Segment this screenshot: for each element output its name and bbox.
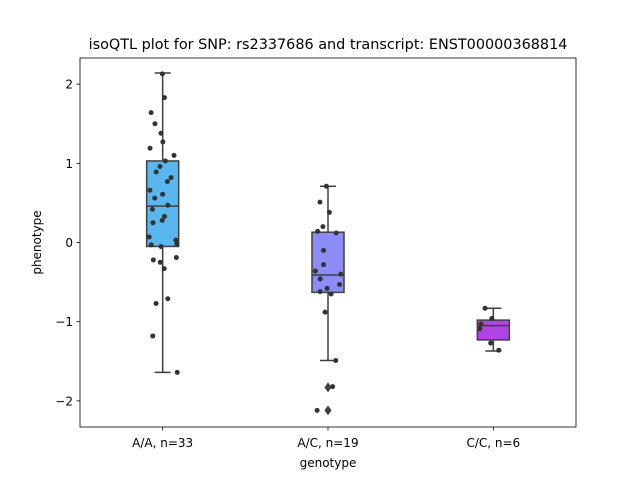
outlier-marker <box>324 405 332 416</box>
data-point <box>161 266 167 272</box>
data-point <box>160 191 166 197</box>
data-point <box>333 230 339 236</box>
data-point <box>317 276 323 282</box>
data-point <box>157 163 163 169</box>
data-point <box>162 158 168 164</box>
data-point <box>161 213 167 219</box>
y-axis: −2 −1 0 1 2 <box>55 78 80 408</box>
data-point <box>152 195 158 201</box>
data-point <box>158 243 164 249</box>
data-point <box>333 357 339 363</box>
box-group-2 <box>311 185 345 416</box>
y-tick-label: 1 <box>65 157 73 171</box>
data-point <box>148 110 154 116</box>
data-point <box>147 187 153 193</box>
data-point <box>315 228 321 234</box>
y-tick-label: 2 <box>65 78 73 92</box>
data-point <box>160 139 166 145</box>
data-point <box>496 347 502 353</box>
data-point <box>165 202 171 208</box>
data-point <box>314 407 320 413</box>
data-point <box>320 224 326 230</box>
data-point <box>149 206 155 212</box>
box-group-1 <box>145 72 180 374</box>
data-point <box>321 247 327 253</box>
data-point <box>150 257 156 263</box>
data-point <box>324 285 330 291</box>
x-axis-label: genotype <box>300 456 357 470</box>
plot-area <box>145 71 511 416</box>
x-axis: A/A, n=33 A/C, n=19 C/C, n=6 <box>132 427 520 450</box>
data-point <box>161 95 167 101</box>
data-point <box>478 321 484 327</box>
data-point <box>326 209 332 215</box>
y-axis-label: phenotype <box>30 210 44 274</box>
data-point <box>157 259 163 265</box>
data-point <box>312 268 318 274</box>
data-point <box>165 296 171 302</box>
data-point <box>174 369 180 375</box>
data-point <box>153 300 159 306</box>
chart-title: isoQTL plot for SNP: rs2337686 and trans… <box>89 37 568 53</box>
data-point <box>159 217 165 223</box>
data-point <box>489 316 495 322</box>
data-point <box>173 255 179 261</box>
strip-points-2 <box>312 183 344 413</box>
outlier-marker <box>324 382 332 393</box>
data-point <box>146 234 152 240</box>
data-point <box>477 326 483 332</box>
box-group-3 <box>476 307 511 352</box>
y-tick-label: −1 <box>55 315 73 329</box>
strip-points-3 <box>477 305 502 353</box>
data-point <box>152 121 158 127</box>
data-point <box>174 241 180 247</box>
data-point <box>317 199 323 205</box>
data-point <box>148 242 154 248</box>
x-tick-label: A/A, n=33 <box>132 436 193 450</box>
data-point <box>164 179 170 185</box>
data-point <box>317 289 323 295</box>
data-point <box>328 291 334 297</box>
x-tick-label: C/C, n=6 <box>466 436 520 450</box>
data-point <box>168 175 174 181</box>
x-tick-label: A/C, n=19 <box>297 436 358 450</box>
y-tick-label: 0 <box>65 236 73 250</box>
data-point <box>322 309 328 315</box>
data-point <box>173 237 179 243</box>
data-point <box>153 169 159 175</box>
y-tick-label: −2 <box>55 394 73 408</box>
data-point <box>482 305 488 311</box>
data-point <box>323 183 329 189</box>
data-point <box>159 71 165 77</box>
data-point <box>171 152 177 158</box>
box-iqr <box>145 160 180 248</box>
data-point <box>158 130 164 136</box>
strip-points-1 <box>146 71 180 375</box>
data-point <box>330 384 336 390</box>
data-point <box>488 340 494 346</box>
data-point <box>337 281 343 287</box>
data-point <box>150 220 156 226</box>
data-point <box>338 271 344 277</box>
data-point <box>147 145 153 151</box>
data-point <box>321 262 327 268</box>
data-point <box>150 333 156 339</box>
